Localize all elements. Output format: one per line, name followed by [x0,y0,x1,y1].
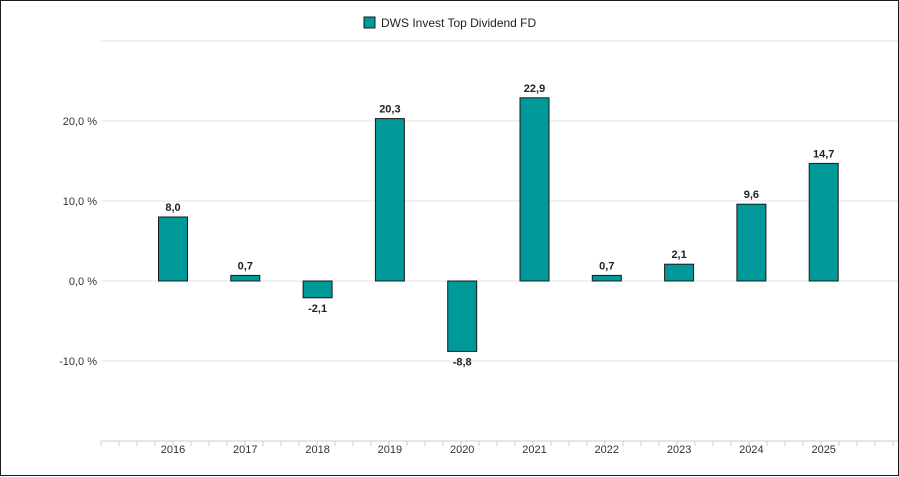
bar-2020 [447,280,478,352]
y-tick-label: 10,0 % [63,196,97,208]
bar-2018 [302,280,333,299]
x-tick-label-2025: 2025 [811,444,835,456]
x-tick-label-2021: 2021 [522,444,546,456]
bar-2024 [736,203,767,282]
y-tick-label: 0,0 % [69,276,97,288]
bar-2019 [374,118,405,282]
x-tick-label-2020: 2020 [450,444,474,456]
bar-2016 [158,216,188,282]
data-label-2025: 14,7 [813,148,834,160]
x-tick-label-2017: 2017 [233,444,257,456]
y-tick-label: 20,0 % [63,116,97,128]
y-tick-label: -10,0 % [59,356,97,368]
data-label-2022: 0,7 [599,260,614,272]
data-label-2021: 22,9 [524,83,545,95]
bar-2025 [808,162,839,282]
x-tick-label-2016: 2016 [161,444,185,456]
legend-swatch [363,16,376,29]
data-label-2020: -8,8 [453,356,472,368]
legend-label: DWS Invest Top Dividend FD [381,16,537,30]
x-axis [100,440,898,446]
x-tick-label-2018: 2018 [305,444,329,456]
data-labels: 8,0 0,7 -2,1 20,3 -8,8 22,9 0,7 2,1 9,6 14,7 [165,83,834,369]
data-label-2016: 8,0 [165,202,180,214]
data-label-2023: 2,1 [671,249,686,261]
data-label-2019: 20,3 [379,104,400,116]
bar-2021 [519,97,550,282]
data-label-2017: 0,7 [238,260,253,272]
x-tick-label-2024: 2024 [739,444,763,456]
data-label-2024: 9,6 [744,189,759,201]
x-tick-label-2022: 2022 [595,444,619,456]
y-axis-tick-labels: 20,0 % 10,0 % 0,0 % -10,0 % [59,116,97,368]
x-tick-label-2019: 2019 [378,444,402,456]
data-label-2018: -2,1 [308,303,327,315]
legend: DWS Invest Top Dividend FD [363,16,537,30]
bar-2017 [230,274,261,282]
bar-2022 [591,274,622,282]
x-axis-tick-labels: 2016 2017 2018 2019 2020 2021 2022 2023 2024 2025 [161,444,836,456]
bar-2023 [664,263,695,282]
grid-lines [101,40,898,362]
bars [158,97,839,352]
x-tick-label-2023: 2023 [667,444,691,456]
